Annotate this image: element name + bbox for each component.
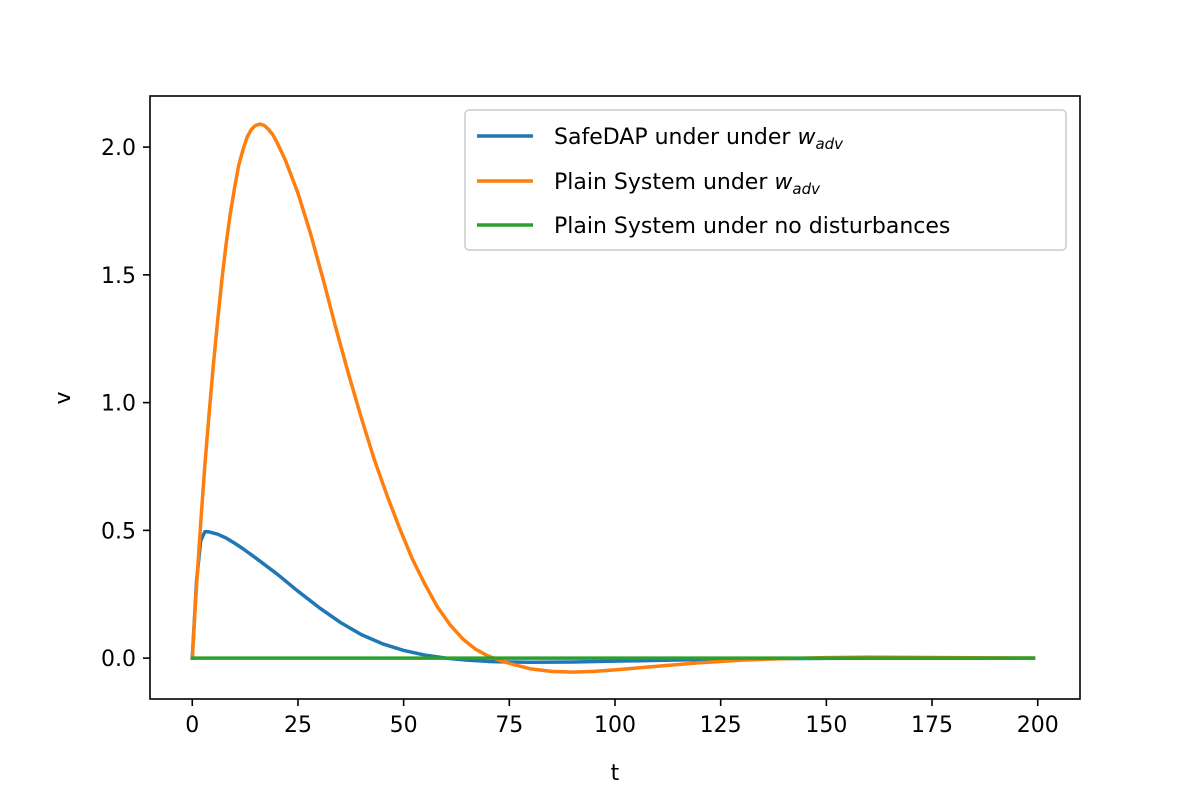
x-tick-label: 0 <box>185 713 199 738</box>
y-tick-label: 0.5 <box>101 519 136 544</box>
x-tick-label: 75 <box>495 713 523 738</box>
x-tick-label: 25 <box>284 713 312 738</box>
legend-label-2: Plain System under wadv <box>554 170 821 198</box>
x-tick-label: 175 <box>911 713 953 738</box>
y-axis-ticks: 0.0 0.5 1.0 1.5 2.0 <box>101 136 150 672</box>
x-tick-label: 100 <box>594 713 636 738</box>
series-layer <box>190 122 1036 674</box>
x-tick-label: 125 <box>700 713 742 738</box>
y-tick-label: 1.0 <box>101 392 136 417</box>
x-axis-ticks: 0 25 50 75 100 125 150 175 200 <box>185 699 1059 738</box>
series-line-2 <box>190 122 1036 674</box>
legend-label-3: Plain System under no disturbances <box>554 214 950 239</box>
y-axis-label: v <box>51 391 76 404</box>
x-tick-label: 150 <box>805 713 847 738</box>
x-tick-label: 200 <box>1017 713 1059 738</box>
legend: SafeDAP under under wadv Plain System und… <box>464 109 1067 251</box>
y-tick-label: 2.0 <box>101 136 136 161</box>
y-tick-label: 0.0 <box>101 647 136 672</box>
x-tick-label: 50 <box>390 713 418 738</box>
y-tick-label: 1.5 <box>101 264 136 289</box>
legend-box <box>464 109 1067 251</box>
legend-label-1: SafeDAP under under wadv <box>554 125 844 153</box>
x-axis-label: t <box>611 761 620 786</box>
